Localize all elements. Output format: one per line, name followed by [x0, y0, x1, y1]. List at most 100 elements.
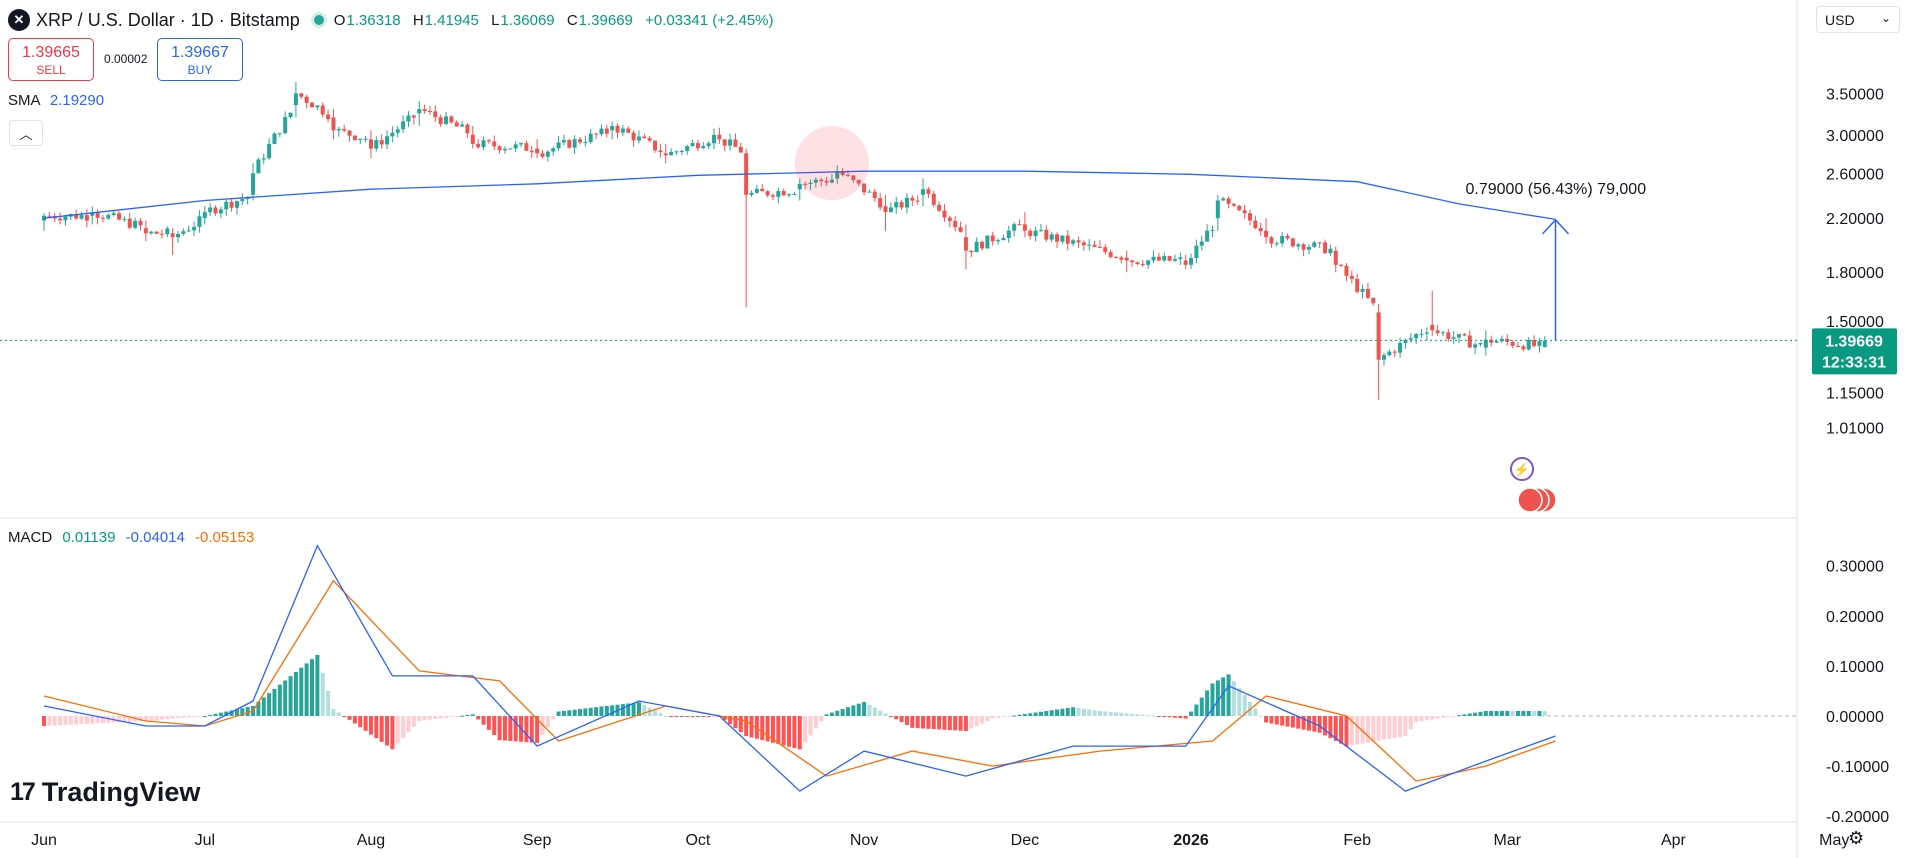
macd-hist-bar: [1189, 711, 1194, 716]
candle: [519, 142, 524, 148]
macd-hist-bar: [1103, 711, 1108, 716]
candle: [1333, 246, 1338, 273]
tradingview-logo[interactable]: 17 TradingView: [10, 777, 200, 808]
macd-hist-bar: [872, 707, 877, 716]
tradingview-mark-icon: 17: [10, 778, 36, 806]
macd-hist-bar: [1537, 710, 1542, 716]
candle: [835, 165, 840, 184]
macd-hist-bar: [508, 716, 513, 741]
candle: [1280, 232, 1285, 247]
candle-body: [1312, 242, 1317, 247]
macd-hist-bar: [996, 716, 1001, 718]
candle: [1339, 263, 1344, 268]
candle: [1135, 261, 1140, 266]
candle-body: [1462, 334, 1467, 336]
macd-hist-bar: [1408, 716, 1413, 730]
macd-hist-bar: [90, 716, 95, 724]
candle-body: [1162, 256, 1167, 261]
macd-hist-bar: [229, 710, 234, 716]
candle-body: [728, 139, 733, 146]
macd-hist-bar: [738, 716, 743, 733]
time-tick-label: Dec: [1011, 832, 1039, 849]
macd-hist-bar: [567, 710, 572, 716]
macd-hist-bar: [84, 716, 89, 724]
candle-body: [851, 175, 856, 180]
candle: [1108, 249, 1113, 259]
candle: [760, 184, 765, 192]
candles: [42, 82, 1547, 400]
candle: [508, 148, 513, 150]
candle: [417, 101, 422, 126]
measure-label: 0.79000 (56.43%) 79,000: [1466, 181, 1647, 198]
candle: [690, 139, 695, 147]
candle-body: [1178, 257, 1183, 260]
candle: [953, 216, 958, 232]
macd-hist-bar: [1457, 715, 1462, 717]
macd-hist-bar: [947, 716, 952, 731]
macd-hist-bar: [535, 716, 540, 743]
macd-hist-bar: [143, 716, 148, 722]
candle: [1269, 235, 1274, 248]
macd-hist-bar: [197, 716, 202, 717]
candle-body: [1360, 288, 1365, 292]
candle-body: [712, 134, 716, 144]
macd-hist-bar: [213, 713, 218, 716]
candle-body: [47, 215, 52, 217]
candle-body: [658, 150, 663, 153]
macd-hist-bar: [1140, 714, 1145, 716]
candle: [674, 150, 679, 156]
candle: [454, 120, 459, 127]
candle-body: [502, 148, 507, 151]
currency-select[interactable]: USD ⌄: [1816, 6, 1900, 33]
candle: [985, 235, 990, 249]
candle: [1215, 194, 1220, 231]
macd-hist-bar: [352, 716, 357, 724]
candle-body: [1408, 338, 1413, 340]
candle: [502, 146, 507, 154]
macd-hist-bar: [460, 715, 465, 717]
collapse-indicators-button[interactable]: ︿: [9, 120, 43, 146]
macd-hist-bar: [326, 690, 331, 716]
candle-body: [947, 217, 952, 221]
candle: [1017, 219, 1022, 226]
candle: [256, 157, 261, 174]
macd-hist-bar: [1226, 674, 1231, 716]
candle-body: [304, 96, 309, 103]
candle: [1387, 349, 1392, 357]
candle: [234, 200, 239, 215]
candle-body: [470, 134, 475, 144]
macd-hist-bar: [95, 716, 100, 724]
settings-icon[interactable]: ⚙: [1848, 828, 1865, 848]
macd-hist-bar: [829, 712, 834, 716]
macd-hist-bar: [883, 713, 888, 716]
symbol-title[interactable]: XRP / U.S. Dollar · 1D · Bitstamp: [36, 9, 300, 30]
macd-tick-label: 0.20000: [1826, 609, 1884, 626]
candle-body: [1505, 338, 1510, 342]
candle-body: [695, 143, 700, 149]
macd-legend[interactable]: MACD 0.01139 -0.04014 -0.05153: [8, 529, 254, 546]
candle-body: [963, 237, 968, 251]
candle: [701, 142, 706, 149]
macd-hist-bar: [486, 716, 491, 730]
candle: [1151, 250, 1156, 264]
macd-hist-bar: [347, 716, 352, 720]
candle-body: [958, 227, 963, 232]
sma-legend[interactable]: SMA 2.19290: [8, 92, 104, 109]
candle: [969, 250, 974, 258]
buy-button[interactable]: 1.39667 BUY: [157, 38, 243, 81]
candle: [138, 218, 143, 231]
candle-body: [1478, 343, 1483, 345]
candle: [787, 193, 792, 198]
candle: [567, 138, 572, 149]
candle-body: [411, 115, 416, 118]
macd-hist-bar: [1510, 710, 1515, 716]
sell-button[interactable]: 1.39665 SELL: [8, 38, 94, 81]
candle: [1156, 252, 1161, 262]
macd-hist-bar: [642, 704, 647, 716]
candle-body: [765, 191, 770, 196]
macd-hist-bar: [165, 716, 170, 720]
candle: [336, 126, 341, 137]
price-tick-label: 1.50000: [1826, 314, 1884, 331]
candle: [1130, 259, 1135, 267]
